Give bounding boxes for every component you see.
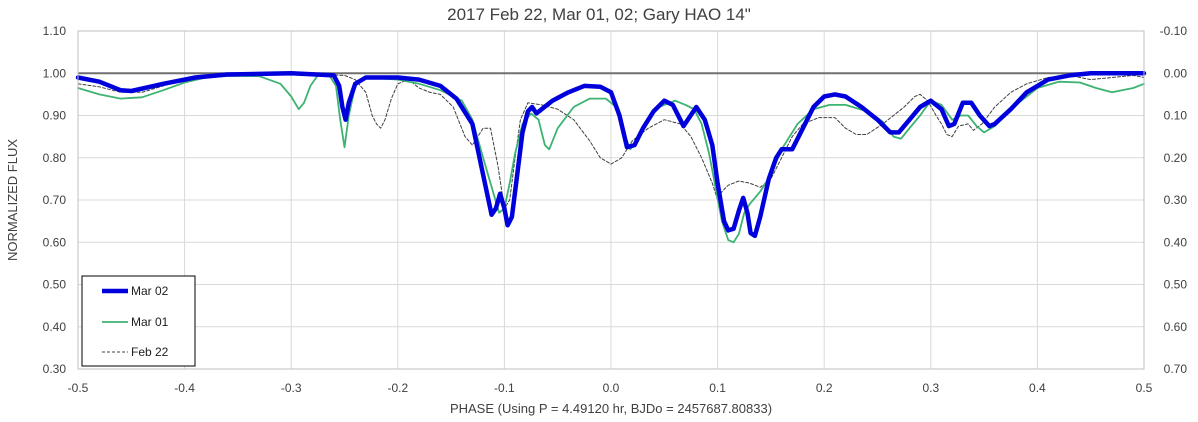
series-line-feb22	[77, 73, 1145, 209]
y2-tick-label: -0.10	[1160, 24, 1188, 38]
x-tick-label: 0.5	[1136, 381, 1153, 395]
y2-tick-label: 0.50	[1164, 278, 1188, 292]
y2-tick-label: 0.20	[1164, 151, 1188, 165]
x-tick-label: 0.2	[816, 381, 833, 395]
y-tick-label: 0.80	[43, 151, 67, 165]
y-tick-label: 0.30	[43, 362, 67, 376]
y-tick-label: 0.60	[43, 235, 67, 249]
legend: Mar 02 Mar 01 Feb 22	[81, 275, 196, 367]
x-axis-title: PHASE (Using P = 4.49120 hr, BJDo = 2457…	[450, 401, 772, 416]
y2-tick-labels: -0.10 0.00 0.10 0.20 0.30 0.40 0.50 0.60 0.70	[1160, 24, 1188, 376]
legend-box	[81, 275, 196, 367]
chart-title: 2017 Feb 22, Mar 01, 02; Gary HAO 14"	[447, 5, 751, 24]
y-tick-label: 0.50	[43, 278, 67, 292]
x-tick-label: 0.4	[1029, 381, 1046, 395]
legend-label-feb22: Feb 22	[131, 345, 169, 359]
x-tick-label: 0.0	[603, 381, 620, 395]
x-tick-label: -0.4	[174, 381, 195, 395]
y2-tick-label: 0.40	[1164, 235, 1188, 249]
y-tick-label: 0.40	[43, 320, 67, 334]
y2-tick-label: 0.00	[1164, 66, 1188, 80]
y-tick-label: 1.00	[43, 66, 67, 80]
y-axis-title: NORMALIZED FLUX	[5, 139, 20, 261]
y-tick-labels: 1.10 1.00 0.90 0.80 0.70 0.60 0.50 0.40 0.30	[43, 24, 67, 376]
y2-tick-label: 0.60	[1164, 320, 1188, 334]
x-tick-labels: -0.5 -0.4 -0.3 -0.2 -0.1 0.0 0.1 0.2 0.3 0.4 0.5	[68, 381, 1153, 395]
y2-tick-label: 0.30	[1164, 193, 1188, 207]
y2-tick-label: 0.10	[1164, 109, 1188, 123]
x-tick-label: 0.3	[922, 381, 939, 395]
x-tick-label: -0.1	[494, 381, 515, 395]
x-tick-label: 0.1	[709, 381, 726, 395]
plot-area-border	[77, 30, 1145, 370]
x-tick-label: -0.2	[387, 381, 408, 395]
x-tick-label: -0.3	[281, 381, 302, 395]
series-lines	[75, 71, 1147, 244]
y-tick-label: 0.70	[43, 193, 67, 207]
y-tick-label: 1.10	[43, 24, 67, 38]
x-tick-label: -0.5	[68, 381, 89, 395]
series-line-mar02	[75, 71, 1147, 239]
legend-label-mar01: Mar 01	[131, 315, 169, 329]
legend-label-mar02: Mar 02	[131, 284, 169, 298]
y-tick-label: 0.90	[43, 109, 67, 123]
y2-tick-label: 0.70	[1164, 362, 1188, 376]
